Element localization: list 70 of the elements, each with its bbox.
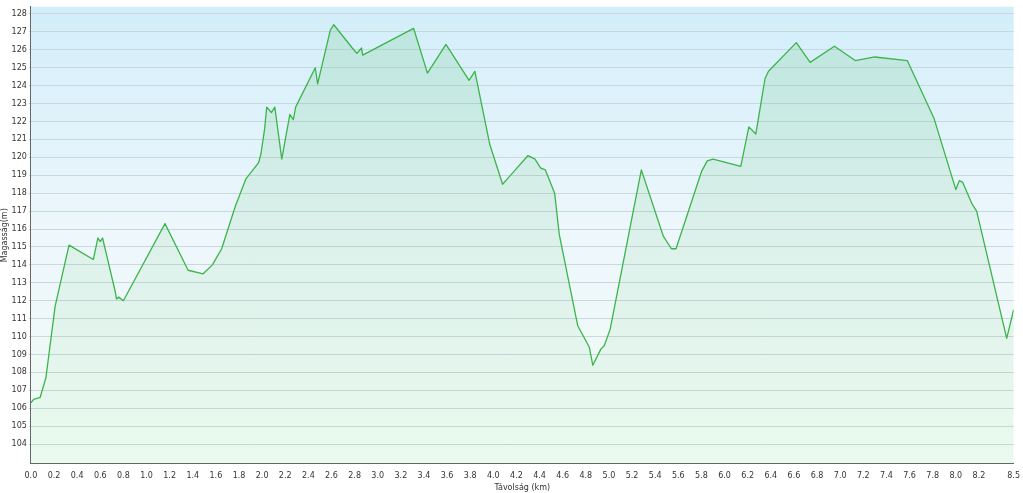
x-tick-label: 1.8 bbox=[232, 470, 246, 480]
y-tick-label: 108 bbox=[11, 367, 27, 377]
y-tick-label: 119 bbox=[11, 170, 27, 180]
x-tick-label: 4.2 bbox=[510, 470, 523, 480]
x-tick-label: 7.2 bbox=[856, 470, 870, 480]
x-tick-label: 2.8 bbox=[348, 470, 361, 480]
y-tick-label: 109 bbox=[11, 349, 27, 359]
x-tick-label: 3.4 bbox=[417, 470, 431, 480]
x-tick-label: 2.0 bbox=[255, 470, 269, 480]
y-tick-label: 114 bbox=[11, 259, 27, 269]
x-tick-label: 0.8 bbox=[117, 470, 130, 480]
x-tick-label: 1.6 bbox=[209, 470, 223, 480]
y-tick-label: 125 bbox=[11, 62, 27, 72]
x-tick-label: 6.8 bbox=[810, 470, 824, 480]
y-tick-label: 118 bbox=[11, 188, 27, 198]
x-tick-label: 6.6 bbox=[787, 470, 801, 480]
x-tick-label: 4.0 bbox=[486, 470, 500, 480]
x-tick-label: 0.0 bbox=[24, 470, 38, 480]
y-tick-label: 126 bbox=[11, 44, 27, 54]
x-tick-label: 5.2 bbox=[625, 470, 639, 480]
x-tick-label: 4.4 bbox=[533, 470, 546, 480]
y-tick-label: 112 bbox=[11, 295, 27, 305]
y-tick-label: 104 bbox=[11, 439, 27, 449]
x-tick-label: 6.0 bbox=[718, 470, 731, 480]
y-tick-label: 105 bbox=[11, 421, 27, 431]
y-tick-label: 124 bbox=[11, 80, 27, 90]
x-tick-label: 4.8 bbox=[579, 470, 593, 480]
x-tick-label: 8.5 bbox=[1007, 470, 1021, 480]
x-tick-label: 7.8 bbox=[926, 470, 940, 480]
x-tick-label: 7.6 bbox=[903, 470, 916, 480]
x-tick-label: 0.6 bbox=[93, 470, 107, 480]
x-tick-label: 7.4 bbox=[880, 470, 893, 480]
x-tick-label: 2.4 bbox=[301, 470, 315, 480]
y-axis-title: Magasság(m) bbox=[0, 208, 9, 263]
x-tick-label: 3.8 bbox=[463, 470, 477, 480]
x-tick-label: 3.0 bbox=[371, 470, 385, 480]
y-tick-label: 116 bbox=[11, 224, 27, 234]
y-tick-label: 121 bbox=[11, 134, 27, 144]
x-tick-label: 2.6 bbox=[325, 470, 338, 480]
x-tick-label: 1.4 bbox=[186, 470, 200, 480]
x-tick-label: 5.0 bbox=[602, 470, 616, 480]
y-tick-label: 113 bbox=[11, 277, 27, 287]
x-tick-label: 8.0 bbox=[949, 470, 963, 480]
x-tick-label: 3.6 bbox=[440, 470, 454, 480]
x-tick-label: 4.6 bbox=[556, 470, 570, 480]
x-tick-label: 5.8 bbox=[695, 470, 708, 480]
x-tick-label: 1.0 bbox=[140, 470, 153, 480]
x-tick-label: 1.2 bbox=[163, 470, 176, 480]
x-tick-label: 0.4 bbox=[70, 470, 84, 480]
x-tick-label: 2.2 bbox=[278, 470, 292, 480]
x-tick-label: 7.0 bbox=[833, 470, 847, 480]
y-tick-label: 128 bbox=[11, 9, 27, 19]
y-tick-label: 115 bbox=[11, 242, 27, 252]
x-tick-label: 6.4 bbox=[764, 470, 778, 480]
y-tick-label: 122 bbox=[11, 116, 27, 126]
x-tick-label: 6.2 bbox=[741, 470, 755, 480]
y-tick-label: 117 bbox=[11, 206, 27, 216]
x-tick-label: 5.4 bbox=[648, 470, 662, 480]
x-tick-label: 3.2 bbox=[394, 470, 408, 480]
x-tick-label: 0.2 bbox=[47, 470, 61, 480]
y-tick-label: 120 bbox=[11, 152, 27, 162]
y-tick-label: 123 bbox=[11, 98, 27, 108]
y-tick-label: 106 bbox=[11, 403, 27, 413]
x-tick-label: 5.6 bbox=[671, 470, 685, 480]
y-tick-label: 107 bbox=[11, 385, 27, 395]
y-tick-label: 127 bbox=[11, 26, 27, 36]
x-axis-title: Távolság (km) bbox=[493, 483, 551, 493]
y-tick-label: 111 bbox=[11, 313, 27, 323]
x-tick-label: 8.2 bbox=[972, 470, 986, 480]
y-tick-label: 110 bbox=[11, 331, 27, 341]
